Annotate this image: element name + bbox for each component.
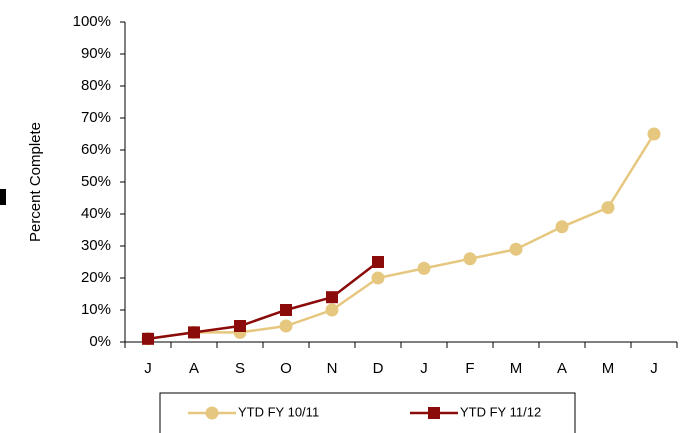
- point: [279, 319, 293, 333]
- x-tick-label: M: [510, 360, 523, 377]
- y-tick-label: 80%: [81, 77, 111, 94]
- x-tick-label: S: [235, 360, 245, 377]
- legend-label: YTD FY 11/12: [460, 404, 541, 419]
- x-tick-label: J: [144, 360, 152, 377]
- y-tick-label: 30%: [81, 237, 111, 254]
- point: [188, 326, 200, 339]
- point: [417, 261, 431, 275]
- x-tick-label: M: [602, 360, 615, 377]
- point: [325, 303, 339, 317]
- series-line: [147, 133, 656, 341]
- series-line: [147, 261, 379, 341]
- y-tick-label: 0%: [89, 333, 111, 350]
- y-tick-label: 60%: [81, 141, 111, 158]
- point: [326, 291, 338, 304]
- y-tick-label: 70%: [81, 109, 111, 126]
- point: [280, 304, 292, 316]
- x-tick-label: A: [189, 360, 199, 377]
- point: [142, 332, 154, 345]
- y-tick-label: 100%: [73, 13, 111, 30]
- point: [555, 220, 569, 234]
- y-tick-label: 20%: [81, 269, 111, 286]
- legend-label: YTD FY 10/11: [238, 404, 319, 419]
- x-tick-label: J: [420, 360, 428, 377]
- x-tick-label: D: [373, 360, 384, 377]
- x-tick-label: A: [557, 360, 567, 377]
- y-tick-label: 90%: [81, 45, 111, 62]
- x-tick-label: J: [650, 360, 658, 377]
- legend-marker: [428, 407, 440, 419]
- x-tick-label: F: [465, 360, 474, 377]
- y-tick-label: 50%: [81, 173, 111, 190]
- point: [647, 127, 661, 141]
- point: [463, 252, 477, 266]
- y-axis-label: Percent Complete: [27, 122, 44, 242]
- point: [509, 242, 523, 256]
- point: [601, 201, 615, 215]
- x-tick-label: O: [280, 360, 292, 377]
- y-tick-label: 10%: [81, 301, 111, 318]
- point: [372, 256, 384, 268]
- marker-artifact: [0, 189, 6, 205]
- legend-marker: [205, 406, 219, 420]
- point: [371, 271, 385, 285]
- y-tick-label: 40%: [81, 205, 111, 222]
- point: [234, 320, 246, 332]
- x-tick-label: N: [327, 360, 338, 377]
